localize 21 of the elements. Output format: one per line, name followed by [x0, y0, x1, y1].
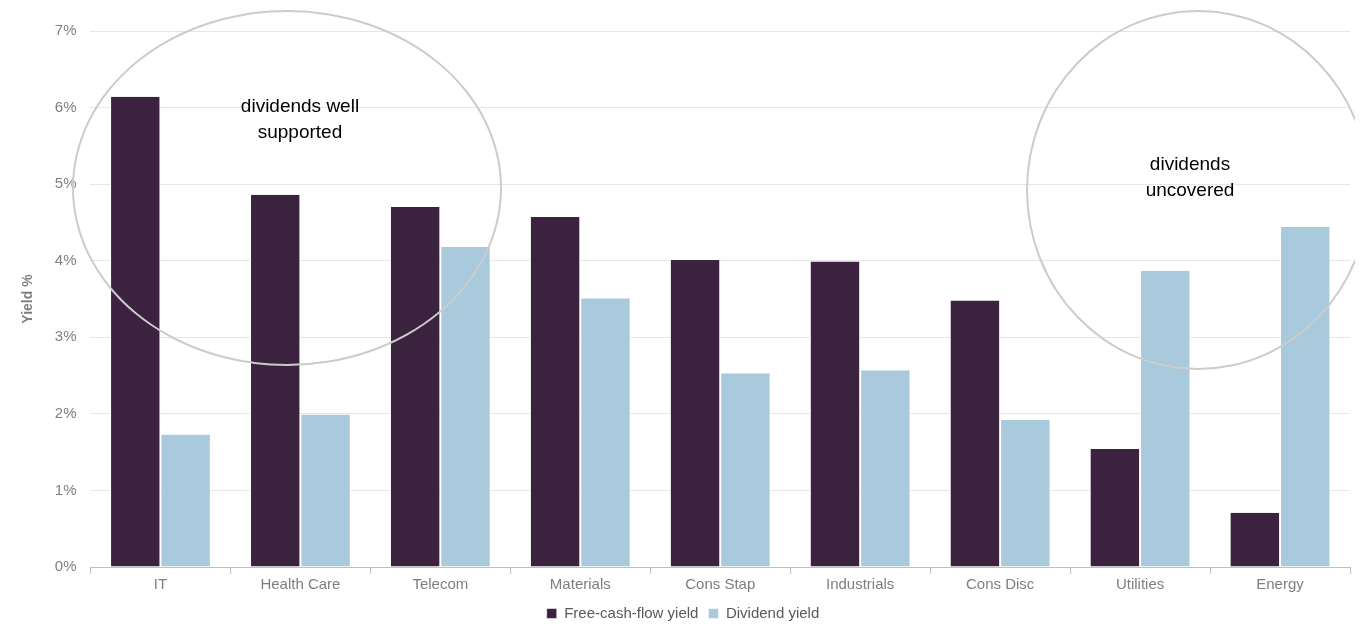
x-tick-label: IT: [153, 575, 168, 593]
annotation: dividends uncovered: [1144, 152, 1236, 202]
x-tick-label: Health Care: [260, 575, 341, 593]
y-axis-title: Yield %: [19, 273, 36, 324]
x-tick-label: Industrials: [826, 575, 895, 593]
x-tick-label: Materials: [549, 575, 611, 593]
y-tick-label: 4%: [54, 250, 77, 268]
x-tick-label: Utilities: [1115, 575, 1165, 593]
annotation: dividends well supported: [239, 94, 361, 144]
y-tick-label: 1%: [54, 480, 77, 498]
legend-label: Dividend yield: [725, 603, 820, 621]
x-tick-label: Energy: [1256, 575, 1305, 593]
x-tick-label: Cons Stap: [685, 575, 756, 593]
y-tick-label: 7%: [54, 21, 77, 39]
y-tick-label: 0%: [54, 557, 77, 575]
y-tick-label: 6%: [54, 97, 77, 115]
x-tick-label: Telecom: [412, 575, 469, 593]
y-tick-label: 2%: [54, 404, 77, 421]
y-tick-label: 3%: [54, 327, 77, 345]
x-tick-label: Cons Disc: [965, 575, 1035, 593]
legend-label: Free-cash-flow yield: [564, 603, 699, 621]
